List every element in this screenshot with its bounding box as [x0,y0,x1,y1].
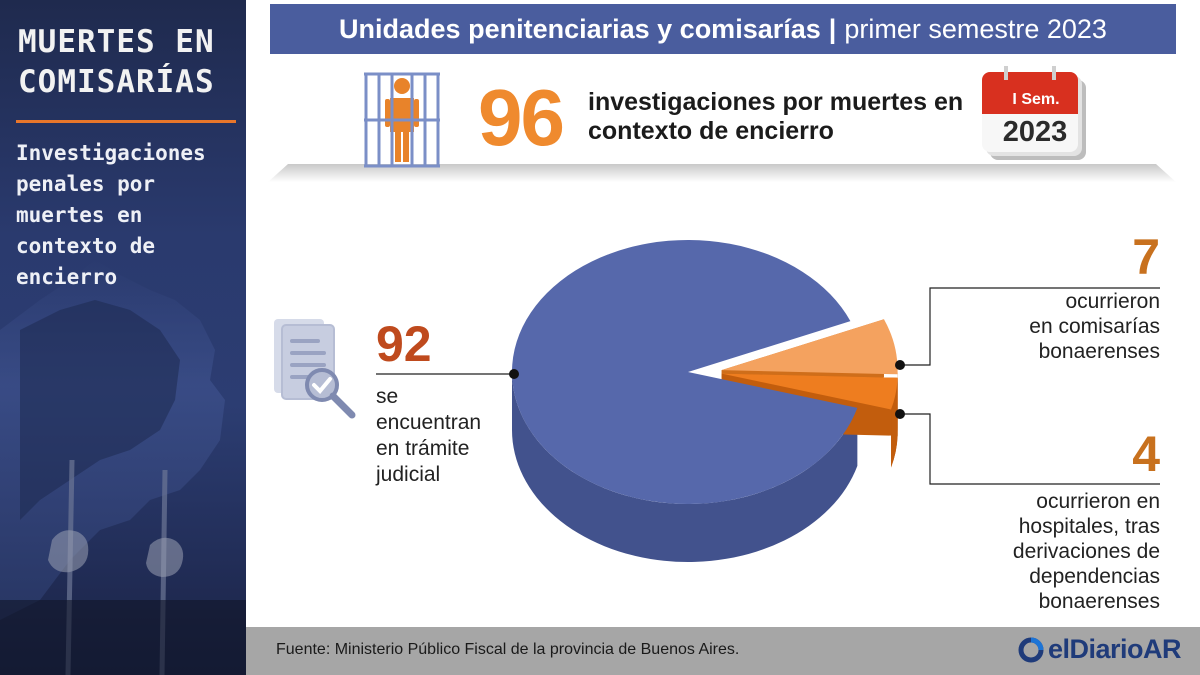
pie-slice-92 [512,239,858,504]
sidebar-divider [16,120,236,123]
pie-chart: 92 se encuentran en trámite judicial 7 ocurrie… [274,229,1160,613]
leader-dot [895,409,905,419]
slice-description-line: hospitales, tras [1019,515,1160,538]
slice-description-line: ocurrieron en [1036,490,1160,513]
slice-description-line: encuentran [376,411,481,434]
slice-description-line: en comisarías [1029,315,1160,338]
slice-description-line: judicial [375,463,440,486]
source-note: Fuente: Ministerio Público Fiscal de la … [276,641,740,658]
pie-slice-7 [721,319,898,375]
slice-description-line: bonaerenses [1039,590,1160,613]
slice-value-label: 92 [376,316,432,372]
label-layer: 92 se encuentran en trámite judicial 7 ocurrie… [375,229,1160,613]
header-separator: | [828,13,837,44]
calendar-year: 2023 [1002,116,1068,148]
pie-slice-4 [721,373,898,410]
brand-logo[interactable]: elDiarioAR [1018,634,1182,665]
pie-layer [512,239,898,562]
leader-line [900,287,1160,366]
leader-dot [895,360,905,370]
sidebar-title-line-2: COMISARÍAS [18,64,215,100]
pie-slice-side [891,377,898,468]
total-investigations-number: 96 [478,73,565,162]
sidebar-subtitle: Investigaciones penales por muertes en c… [16,141,206,289]
sidebar-title: MUERTES EN COMISARÍAS [18,22,233,102]
sidebar: MUERTES EN COMISARÍAS Investigaciones pe… [0,0,246,675]
brand-name: elDiarioAR [1048,634,1182,664]
leader-line [900,413,1160,485]
slice-value-label: 4 [1132,426,1160,482]
slice-description-line: derivaciones de [1013,540,1160,563]
slice-description-line: en trámite [376,437,469,460]
band-shadow [268,164,1176,182]
leader-dot [509,369,519,379]
sidebar-title-line-1: MUERTES EN [18,24,215,60]
document-search-icon [274,319,356,419]
header-subtitle: primer semestre 2023 [844,13,1107,44]
calendar-icon [982,66,1086,160]
slice-description-line: se [376,385,398,408]
background-map-illustration [0,260,246,675]
person-behind-bars-icon [364,72,440,168]
slice-value-label: 7 [1132,229,1160,285]
slice-description-line: bonaerenses [1039,340,1160,363]
slice-description-line: dependencias [1029,565,1160,588]
eldiarioar-logo-icon [1018,637,1044,662]
header-banner: Unidades penitenciarias y comisarías | p… [270,4,1176,54]
header-title: Unidades penitenciarias y comisarías [339,13,821,44]
calendar-semester-label: I Sem. [1012,91,1060,108]
pie-slice-side [512,372,858,562]
slice-description-line: ocurrieron [1065,290,1160,313]
total-investigations-description: investigaciones por muertes en contexto … [588,88,964,145]
